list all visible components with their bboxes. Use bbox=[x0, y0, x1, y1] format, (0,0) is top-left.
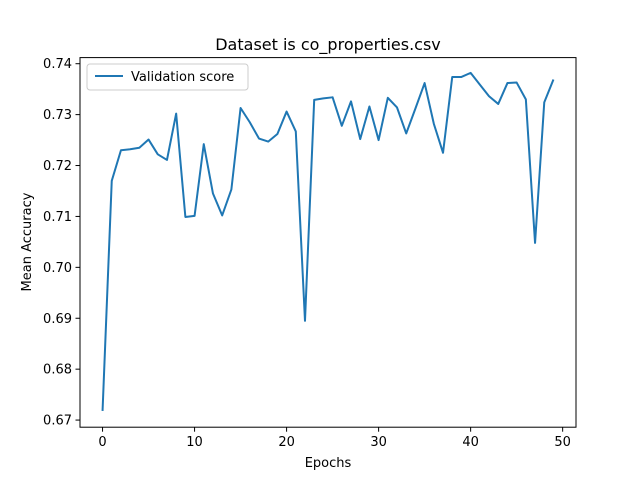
y-tick-label: 0.70 bbox=[43, 261, 72, 276]
chart-title: Dataset is co_properties.csv bbox=[215, 35, 441, 55]
x-tick-label: 30 bbox=[370, 435, 387, 450]
axes-frame bbox=[79, 57, 577, 428]
series-line-0 bbox=[101, 71, 555, 411]
y-axis-label: Mean Accuracy bbox=[20, 192, 35, 291]
y-tick-label: 0.68 bbox=[43, 363, 72, 378]
x-tick-label: 0 bbox=[98, 435, 106, 450]
y-tick-label: 0.69 bbox=[43, 312, 72, 327]
legend: Validation score bbox=[86, 63, 249, 91]
x-tick-label: 40 bbox=[462, 435, 479, 450]
y-tick-label: 0.73 bbox=[43, 108, 72, 123]
axis-ticks: 0 10 20 30 40 50 0.67 0.68 0.69 0.70 0.71 0.72 0.73 0… bbox=[43, 57, 571, 450]
x-axis-label: Epochs bbox=[305, 456, 352, 471]
x-tick-label: 20 bbox=[278, 435, 295, 450]
legend-box bbox=[86, 63, 249, 91]
x-tick-label: 10 bbox=[186, 435, 203, 450]
plot-area bbox=[101, 71, 555, 411]
y-tick-label: 0.72 bbox=[43, 159, 72, 174]
y-tick-label: 0.74 bbox=[43, 57, 72, 72]
x-tick-label: 50 bbox=[554, 435, 571, 450]
legend-label-validation-score: Validation score bbox=[131, 70, 234, 85]
y-tick-label: 0.67 bbox=[43, 414, 72, 429]
y-tick-label: 0.71 bbox=[43, 210, 72, 225]
